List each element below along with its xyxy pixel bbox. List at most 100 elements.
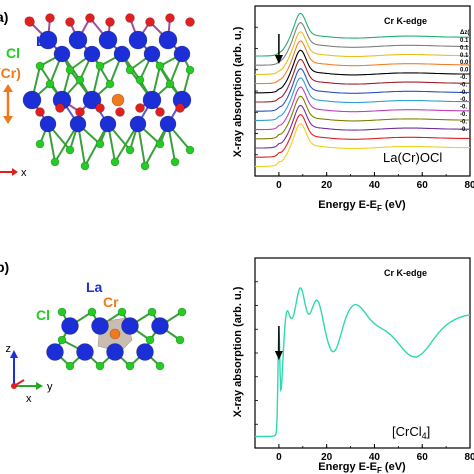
oxygen-atom: [185, 17, 195, 27]
chart-b-frame: [254, 257, 471, 449]
chlorine-atom: [80, 161, 90, 171]
oxygen-atom: [105, 17, 115, 27]
chart-b-compound: [CrCl4]: [392, 424, 430, 441]
lanthanum-atom: [82, 90, 102, 110]
oxygen-atom: [55, 103, 65, 113]
lanthanum-atom: [46, 343, 64, 361]
lanthanum-atom: [113, 45, 131, 63]
oxygen-atom: [115, 107, 125, 117]
legend-entry: -0.: [460, 127, 467, 133]
series-line: [255, 123, 470, 167]
legend-entry: -0.: [460, 112, 467, 118]
chart-b-compound-sub: 4: [422, 431, 427, 441]
x-tick-label: 40: [369, 180, 381, 191]
oxygen-atom: [85, 13, 95, 23]
x-tick-label: 40: [369, 452, 381, 463]
chlorine-atom: [140, 161, 150, 171]
chart-b-ylabel: X-ray absorption (arb. u.): [232, 286, 244, 417]
chlorine-atom: [95, 139, 105, 149]
oxygen-atom: [175, 103, 185, 113]
chart-a: 0 20 40 60 80 Δz(0.10.10.10.00.0-0.-0.-0.-0.…: [232, 5, 474, 213]
chlorine-atom: [65, 361, 75, 371]
chart-a-series: [255, 12, 470, 167]
chart-b-series: [255, 287, 471, 438]
series-line: [255, 21, 470, 66]
oxygen-atom: [35, 107, 45, 117]
chlorine-atom: [155, 61, 165, 71]
label-cl-b: Cl: [36, 307, 50, 323]
x-tick-label: 80: [464, 180, 474, 191]
lanthanum-atom: [136, 343, 154, 361]
x-tick-label: 20: [321, 180, 333, 191]
lanthanum-atom: [38, 30, 58, 50]
chlorine-atom: [145, 335, 155, 345]
series-line: [255, 77, 470, 121]
chlorine-atom: [45, 79, 55, 89]
chlorine-atom: [65, 65, 75, 75]
lanthanum-atom: [129, 115, 147, 133]
chlorine-atom: [177, 307, 187, 317]
label-la: La: [36, 33, 53, 49]
oxygen-atom: [135, 103, 145, 113]
chlorine-atom: [95, 361, 105, 371]
lanthanum-atom: [83, 45, 101, 63]
chart-b-xlabel: Energy E-EF (eV): [318, 461, 406, 474]
series-line: [255, 49, 470, 94]
chlorine-atom: [105, 79, 115, 89]
axis-b-x-label: x: [26, 393, 32, 405]
lanthanum-atom: [22, 90, 42, 110]
chlorine-atom: [165, 79, 175, 89]
legend-entry: 0.1: [460, 38, 469, 44]
chart-b-xlabel-unit: (eV): [382, 461, 406, 473]
axis-triad-a-icon: x: [0, 167, 27, 179]
legend-entry: -0.: [460, 119, 467, 125]
x-tick-label: 80: [464, 452, 474, 463]
lanthanum-atom: [69, 115, 87, 133]
chlorine-atom: [155, 361, 165, 371]
series-line: [255, 58, 470, 103]
chart-a-xlabel-sub: F: [377, 204, 382, 213]
panel-a-letter: a): [0, 9, 8, 25]
legend-title: Δz(: [460, 30, 469, 36]
chart-a-xlabel: Energy E-EF (eV): [318, 199, 406, 213]
lanthanum-atom: [142, 90, 162, 110]
series-line: [255, 287, 471, 438]
x-tick-label: 20: [321, 452, 333, 463]
label-la-b: La: [86, 279, 103, 295]
chlorine-atom: [125, 65, 135, 75]
chart-b-ticks: 0 20 40 60 80: [254, 281, 474, 463]
axis-a-x-label: x: [21, 167, 27, 179]
chlorine-atom: [117, 307, 127, 317]
oxygen-atom: [75, 107, 85, 117]
lanthanum-atom: [173, 45, 191, 63]
arrow-down-icon: [274, 326, 283, 360]
series-line: [255, 67, 470, 112]
chlorine-atom: [35, 139, 45, 149]
chart-b-compound-end: ]: [427, 424, 431, 439]
lanthanum-atom: [53, 45, 71, 63]
oxygen-atom: [25, 17, 35, 27]
x-tick-label: 0: [276, 180, 282, 191]
axis-b-y-label: y: [47, 381, 53, 393]
oxygen-atom: [165, 13, 175, 23]
chart-a-compound: La(Cr)OCl: [383, 150, 442, 165]
series-line: [255, 113, 470, 158]
chromium-atom: [111, 93, 125, 107]
chlorine-atom: [50, 157, 60, 167]
chart-b-annotation: Cr K-edge: [384, 268, 427, 278]
chlorine-atom: [57, 335, 67, 345]
axis-triad-b-icon: z y x: [6, 343, 54, 405]
oxygen-atom: [155, 107, 165, 117]
oxygen-atom: [95, 103, 105, 113]
series-line: [255, 104, 470, 149]
legend-entry: 0.1: [460, 53, 469, 59]
chlorine-atom: [170, 157, 180, 167]
chlorine-atom: [95, 61, 105, 71]
chart-b: 0 20 40 60 80 Cr K-edge [CrCl4] X-ray absorp…: [232, 257, 474, 474]
oxygen-atom: [145, 17, 155, 27]
chlorine-atom: [125, 145, 135, 155]
chlorine-atom: [125, 361, 135, 371]
legend-entry: -0.: [460, 75, 467, 81]
lanthanum-atom: [99, 115, 117, 133]
